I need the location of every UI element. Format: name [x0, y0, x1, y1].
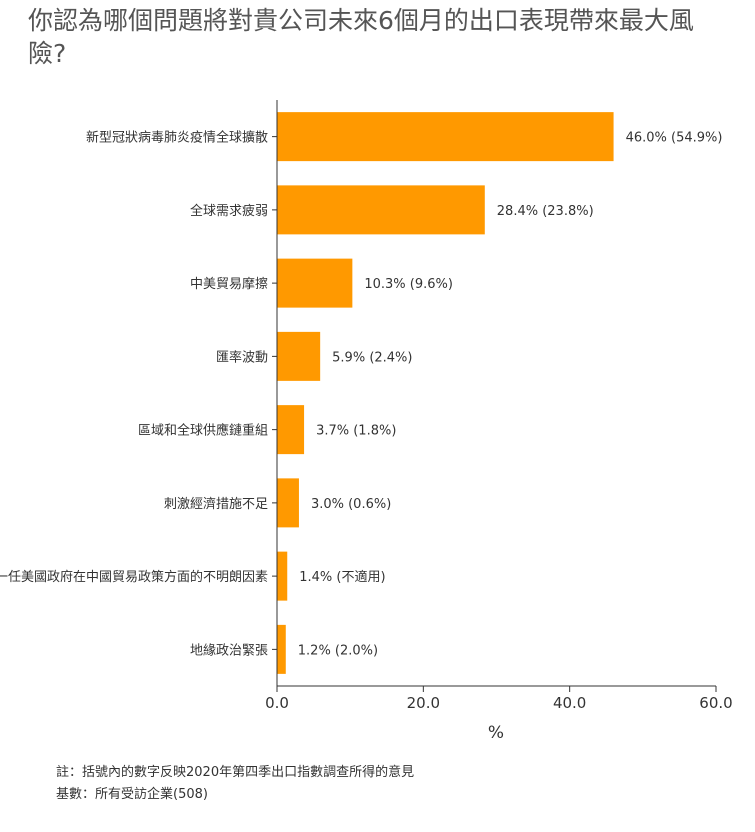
data-label-4: 5.9% (2.4%) — [332, 350, 412, 365]
category-labels-group: 新型冠狀病毒肺炎疫情全球擴散全球需求疲弱中美貿易摩擦匯率波動區域和全球供應鏈重組… — [0, 130, 277, 658]
category-label-6: 刺激經濟措施不足 — [164, 496, 268, 512]
x-tick-label-2: 20.0 — [407, 694, 440, 712]
x-axis-title: % — [488, 723, 504, 743]
bar-chart: 新型冠狀病毒肺炎疫情全球擴散全球需求疲弱中美貿易摩擦匯率波動區域和全球供應鏈重組… — [0, 100, 733, 743]
category-label-2: 全球需求疲弱 — [190, 203, 268, 219]
category-label-4: 匯率波動 — [216, 349, 268, 365]
bar-5 — [277, 405, 305, 455]
data-label-3: 10.3% (9.6%) — [364, 277, 453, 292]
footnote-base: 基數：所有受訪企業(508) — [56, 787, 208, 802]
axes-group — [276, 100, 716, 687]
bar-8 — [277, 624, 286, 674]
footnotes: 註：括號內的數字反映2020年第四季出口指數調查所得的意見 基數：所有受訪企業(… — [56, 762, 414, 806]
chart-title: 你認為哪個問題將對貴公司未來6個月的出口表現帶來最大風險? — [28, 6, 694, 68]
category-label-7: 新一任美國政府在中國貿易政策方面的不明朗因素 — [0, 569, 268, 585]
bar-3 — [277, 258, 353, 308]
x-tick-label-3: 40.0 — [553, 694, 586, 712]
data-label-5: 3.7% (1.8%) — [316, 424, 396, 439]
data-label-7: 1.4% (不適用) — [299, 569, 385, 585]
x-tick-label-4: 60.0 — [699, 694, 732, 712]
bar-6 — [277, 478, 299, 528]
bar-7 — [277, 551, 288, 601]
bars-group — [277, 112, 614, 674]
category-label-5: 區域和全球供應鏈重組 — [138, 423, 268, 439]
category-label-3: 中美貿易摩擦 — [190, 276, 268, 292]
category-label-8: 地緣政治緊張 — [190, 643, 268, 658]
bar-4 — [277, 331, 321, 381]
value-labels-group: 46.0% (54.9%) 28.4% (23.8%) 10.3% (9.6%) 5.… — [298, 131, 723, 659]
data-label-2: 28.4% (23.8%) — [497, 204, 594, 219]
footnote-note: 註：括號內的數字反映2020年第四季出口指數調查所得的意見 — [56, 765, 415, 780]
bar-1 — [277, 112, 614, 162]
x-ticks-group: 0.0 20.0 40.0 60.0 — [265, 686, 733, 712]
data-label-8: 1.2% (2.0%) — [298, 643, 378, 658]
category-label-1: 新型冠狀病毒肺炎疫情全球擴散 — [86, 130, 268, 146]
data-label-6: 3.0% (0.6%) — [311, 497, 391, 512]
bar-2 — [277, 185, 485, 235]
x-tick-label-1: 0.0 — [265, 694, 289, 712]
data-label-1: 46.0% (54.9%) — [626, 131, 723, 146]
